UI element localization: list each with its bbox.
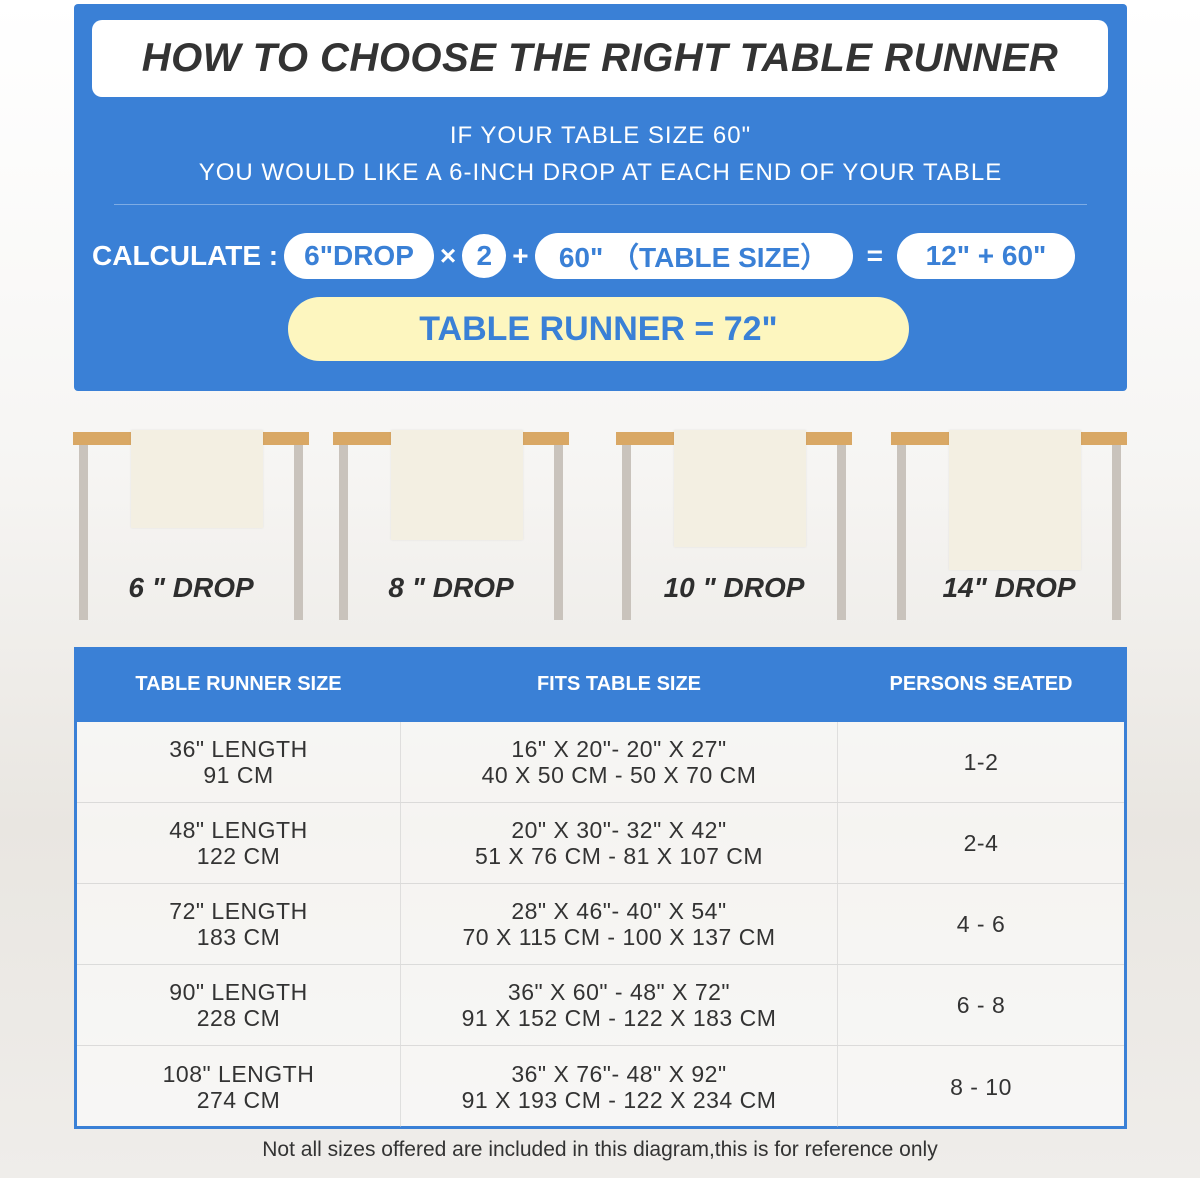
runner-size-cell: 90" LENGTH 228 CM — [77, 965, 400, 1045]
runner-length: 90" LENGTH — [169, 979, 308, 1005]
persons-cell: 1-2 — [963, 749, 999, 775]
calculate-label: CALCULATE : — [92, 240, 279, 271]
runner-cm: 91 CM — [203, 762, 274, 788]
runner-cm: 274 CM — [196, 1086, 281, 1113]
table-leg — [837, 445, 846, 620]
runner-length: 108" LENGTH — [162, 1060, 315, 1087]
fits-inches: 36" X 60" - 48" X 72" — [507, 979, 731, 1005]
runner-length: 36" LENGTH — [169, 736, 308, 762]
table-leg — [554, 445, 563, 620]
runner-size-cell: 72" LENGTH 183 CM — [77, 884, 400, 964]
size-table: TABLE RUNNER SIZE FITS TABLE SIZE PERSON… — [74, 647, 1127, 1129]
runner-drop — [391, 430, 523, 540]
drop-diagram: 8 " DROP — [333, 430, 569, 622]
runner-length: 48" LENGTH — [169, 817, 308, 843]
table-leg — [339, 445, 348, 620]
table-row: 90" LENGTH 228 CM 36" X 60" - 48" X 72" 91… — [77, 965, 1124, 1046]
fits-cm: 91 X 152 CM - 122 X 183 CM — [461, 1005, 777, 1031]
fits-inches: 20" X 30"- 32" X 42" — [511, 817, 727, 843]
fits-cm: 70 X 115 CM - 100 X 137 CM — [462, 924, 776, 950]
drop-diagram: 6 " DROP — [73, 430, 309, 622]
multiplier-circle: 2 — [462, 234, 507, 278]
drop-pill: 6"DROP — [284, 233, 434, 279]
table-row: 108" LENGTH 274 CM 36" X 76"- 48" X 92" 91… — [77, 1046, 1124, 1127]
table-leg — [897, 445, 906, 620]
runner-drop — [131, 430, 263, 528]
fits-table-cell: 36" X 60" - 48" X 72" 91 X 152 CM - 122 X… — [400, 965, 838, 1045]
calculation-row: CALCULATE : 6"DROP × 2 + 60" （TABLE SIZE… — [92, 233, 1075, 279]
drop-label: 14" DROP — [942, 572, 1076, 603]
table-leg — [79, 445, 88, 620]
fits-table-cell: 28" X 46"- 40" X 54" 70 X 115 CM - 100 X … — [400, 884, 838, 964]
times-sign: × — [439, 240, 457, 271]
table-row: 48" LENGTH 122 CM 20" X 30"- 32" X 42" 51 … — [77, 803, 1124, 884]
table-leg — [294, 445, 303, 620]
table-row: 72" LENGTH 183 CM 28" X 46"- 40" X 54" 70 … — [77, 884, 1124, 965]
drop-label: 8 " DROP — [388, 572, 514, 603]
persons-cell: 4 - 6 — [956, 911, 1006, 937]
subtitle-line-1: IF YOUR TABLE SIZE 60" — [449, 122, 752, 149]
table-size-pill: 60" （TABLE SIZE） — [534, 233, 853, 279]
persons-cell: 2-4 — [963, 830, 999, 856]
subtitle-line-2: YOU WOULD LIKE A 6-INCH DROP AT EACH END… — [198, 159, 1003, 186]
drop-diagram: 14" DROP — [891, 430, 1127, 622]
fits-inches: 36" X 76"- 48" X 92" — [511, 1060, 727, 1087]
runner-cm: 228 CM — [196, 1005, 281, 1031]
footnote: Not all sizes offered are included in th… — [262, 1138, 938, 1161]
drop-label: 6 " DROP — [128, 572, 254, 603]
result-pill: TABLE RUNNER = 72" — [288, 297, 909, 361]
equals-sign: = — [866, 240, 883, 271]
fits-table-cell: 16" X 20"- 20" X 27" 40 X 50 CM - 50 X 70… — [400, 722, 838, 802]
header-persons: PERSONS SEATED — [889, 673, 1073, 695]
table-leg — [622, 445, 631, 620]
runner-size-cell: 108" LENGTH 274 CM — [77, 1046, 400, 1127]
runner-size-cell: 48" LENGTH 122 CM — [77, 803, 400, 883]
fits-cm: 51 X 76 CM - 81 X 107 CM — [474, 843, 764, 869]
drop-diagram: 10 " DROP — [616, 430, 852, 622]
fits-table-cell: 20" X 30"- 32" X 42" 51 X 76 CM - 81 X 10… — [400, 803, 838, 883]
runner-cm: 183 CM — [196, 924, 281, 950]
sum-pill: 12" + 60" — [896, 233, 1075, 279]
persons-cell: 6 - 8 — [956, 992, 1006, 1018]
divider — [114, 204, 1087, 205]
runner-drop — [949, 430, 1081, 570]
header-fits-table: FITS TABLE SIZE — [536, 673, 702, 695]
fits-cm: 91 X 193 CM - 122 X 234 CM — [461, 1086, 777, 1113]
header-runner-size: TABLE RUNNER SIZE — [135, 673, 342, 695]
runner-drop — [674, 430, 806, 547]
drop-label: 10 " DROP — [663, 572, 805, 603]
table-row: 36" LENGTH 91 CM 16" X 20"- 20" X 27" 40 X… — [77, 722, 1124, 803]
fits-cm: 40 X 50 CM - 50 X 70 CM — [481, 762, 757, 788]
page-title: HOW TO CHOOSE THE RIGHT TABLE RUNNER — [92, 20, 1108, 97]
calculation-panel: HOW TO CHOOSE THE RIGHT TABLE RUNNER IF … — [74, 4, 1127, 391]
persons-cell: 8 - 10 — [950, 1073, 1012, 1100]
runner-size-cell: 36" LENGTH 91 CM — [77, 722, 400, 802]
plus-sign: + — [512, 240, 529, 271]
table-leg — [1112, 445, 1121, 620]
fits-table-cell: 36" X 76"- 48" X 92" 91 X 193 CM - 122 X … — [400, 1046, 838, 1127]
fits-inches: 16" X 20"- 20" X 27" — [511, 736, 727, 762]
table-header: TABLE RUNNER SIZE FITS TABLE SIZE PERSON… — [77, 647, 1124, 722]
runner-cm: 122 CM — [196, 843, 281, 869]
fits-inches: 28" X 46"- 40" X 54" — [511, 898, 727, 924]
runner-length: 72" LENGTH — [169, 898, 308, 924]
